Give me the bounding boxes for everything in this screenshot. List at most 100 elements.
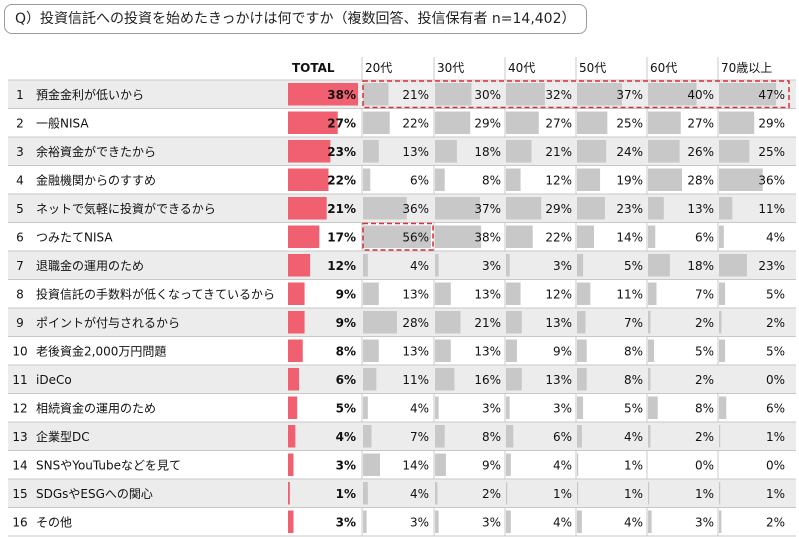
row-band — [8, 365, 796, 393]
age-bar — [577, 311, 586, 334]
age-value-label: 4% — [410, 401, 429, 415]
age-value-label: 1% — [766, 430, 785, 444]
age-bar — [577, 510, 582, 533]
age-value-label: 4% — [766, 230, 785, 244]
total-value-label: 1% — [336, 487, 356, 501]
total-value-label: 8% — [336, 344, 356, 358]
row-label: 退職金の運用のため — [36, 258, 144, 273]
age-value-label: 56% — [402, 230, 429, 244]
age-value-label: 28% — [402, 316, 429, 330]
age-bar — [648, 225, 656, 248]
age-bar — [577, 140, 607, 163]
row-number: 8 — [16, 287, 24, 301]
row-number: 2 — [16, 116, 24, 130]
total-value-label: 3% — [336, 458, 356, 472]
age-bar — [648, 83, 697, 106]
age-value-label: 7% — [695, 287, 714, 301]
age-value-label: 8% — [624, 373, 643, 387]
age-bar — [506, 339, 517, 362]
header-70歳以上: 70歳以上 — [721, 61, 772, 75]
age-bar — [719, 482, 721, 505]
age-value-label: 5% — [766, 344, 785, 358]
age-value-label: 11% — [402, 373, 429, 387]
age-value-label: 27% — [545, 116, 572, 130]
age-bar — [577, 482, 579, 505]
age-value-label: 27% — [687, 116, 714, 130]
age-bar — [363, 396, 368, 419]
age-bar — [363, 339, 379, 362]
age-bar — [435, 510, 439, 533]
age-bar — [435, 368, 455, 391]
total-value-label: 6% — [336, 373, 356, 387]
age-value-label: 21% — [402, 88, 429, 102]
age-bar — [363, 140, 379, 163]
age-value-label: 0% — [695, 458, 714, 472]
row-label: その他 — [36, 515, 72, 529]
row-number: 7 — [16, 259, 24, 273]
age-bar — [506, 453, 511, 476]
row-label: 金融機関からのすすめ — [36, 172, 156, 187]
age-bar — [506, 197, 542, 220]
age-value-label: 8% — [624, 344, 643, 358]
age-value-label: 2% — [766, 316, 785, 330]
age-value-label: 2% — [695, 373, 714, 387]
total-bar — [288, 197, 327, 220]
age-bar — [435, 254, 439, 277]
row-band — [8, 479, 796, 507]
age-value-label: 16% — [474, 373, 501, 387]
row-number: 5 — [16, 202, 24, 216]
age-bar — [719, 311, 722, 334]
row-label: ポイントが付与されるから — [36, 315, 180, 330]
age-bar — [577, 111, 608, 134]
total-bar — [288, 510, 294, 533]
age-bar — [719, 83, 777, 106]
age-bar — [506, 282, 521, 305]
age-bar — [648, 254, 670, 277]
age-bar — [648, 396, 658, 419]
row-number: 14 — [12, 458, 27, 472]
age-value-label: 14% — [402, 458, 429, 472]
age-bar — [506, 168, 521, 191]
age-value-label: 25% — [758, 145, 785, 159]
age-bar — [435, 111, 471, 134]
age-value-label: 13% — [687, 202, 714, 216]
age-value-label: 3% — [482, 259, 501, 273]
age-value-label: 9% — [553, 344, 572, 358]
age-bar — [506, 425, 514, 448]
age-bar — [435, 425, 445, 448]
age-value-label: 0% — [766, 373, 785, 387]
age-value-label: 13% — [402, 287, 429, 301]
age-bar — [363, 111, 390, 134]
total-value-label: 5% — [336, 401, 356, 415]
age-value-label: 23% — [616, 202, 643, 216]
total-bar — [288, 311, 305, 334]
age-bar — [363, 254, 368, 277]
total-value-label: 27% — [327, 116, 356, 130]
age-bar — [648, 510, 652, 533]
age-value-label: 24% — [616, 145, 643, 159]
age-value-label: 8% — [695, 401, 714, 415]
age-bar — [648, 339, 655, 362]
age-bar — [363, 510, 367, 533]
age-value-label: 21% — [545, 145, 572, 159]
age-value-label: 4% — [624, 430, 643, 444]
age-value-label: 5% — [624, 401, 643, 415]
age-bar — [363, 368, 377, 391]
header-50代: 50代 — [579, 61, 606, 75]
age-bar — [577, 453, 579, 476]
age-bar — [506, 510, 511, 533]
row-band — [8, 308, 796, 336]
age-bar — [577, 168, 601, 191]
chart-title: Q）投資信託への投資を始めたきっかけは何ですか（複数回答、投信保有者 n=14,… — [4, 4, 587, 34]
row-number: 10 — [12, 344, 27, 358]
row-label: 預金金利が低いから — [36, 87, 144, 102]
age-bar — [435, 225, 482, 248]
age-value-label: 23% — [758, 259, 785, 273]
total-bar — [288, 339, 303, 362]
age-value-label: 2% — [695, 430, 714, 444]
age-bar — [719, 339, 726, 362]
age-value-label: 12% — [545, 173, 572, 187]
header-40代: 40代 — [508, 61, 535, 75]
age-value-label: 3% — [482, 515, 501, 529]
age-value-label: 4% — [410, 487, 429, 501]
